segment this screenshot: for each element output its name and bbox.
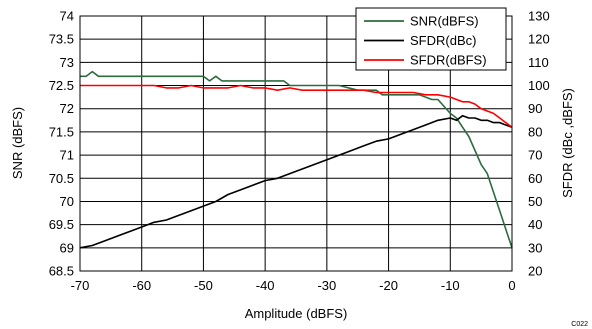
y-right-tick-label: 120 <box>528 32 550 47</box>
series-layer <box>79 70 513 249</box>
y-left-tick-label: 71.5 <box>49 124 74 139</box>
x-axis-label: Amplitude (dBFS) <box>245 306 348 321</box>
series-line-sfdr-dbc <box>79 114 513 249</box>
y-left-tick-label: 72 <box>60 101 74 116</box>
y-left-tick-label: 70 <box>60 194 74 209</box>
x-tick-label: -50 <box>194 278 213 293</box>
x-tick-label: -10 <box>441 278 460 293</box>
x-tick-label: -40 <box>256 278 275 293</box>
y-right-tick-label: 30 <box>528 240 542 255</box>
y-right-tick-label: 80 <box>528 124 542 139</box>
y-right-axis-label: SFDR (dBc ,dBFS) <box>560 88 575 198</box>
legend-label: SFDR(dBFS) <box>410 53 487 68</box>
y-right-tick-label: 50 <box>528 194 542 209</box>
y-right-tick-label: 110 <box>528 55 549 70</box>
x-tick-label: -70 <box>71 278 90 293</box>
y-right-tick-label: 70 <box>528 148 542 163</box>
figure-code: C022 <box>571 321 588 328</box>
y-right-tick-label: 130 <box>528 9 550 24</box>
x-tick-label: -20 <box>379 278 398 293</box>
x-tick-label: -30 <box>317 278 336 293</box>
series-line-sfdr-dbfs <box>80 84 513 128</box>
x-tick-label: -60 <box>132 278 151 293</box>
legend: SNR(dBFS) SFDR(dBc) SFDR(dBFS) <box>355 7 507 71</box>
y-left-tick-label: 69 <box>60 240 74 255</box>
y-left-tick-label: 73.5 <box>49 32 74 47</box>
y-left-tick-labels: 68.5 69 69.5 70 70.5 71 71.5 72 72.5 73 73.5 74 <box>49 9 74 279</box>
series-line-snr-dbfs <box>80 70 513 249</box>
y-right-tick-label: 100 <box>528 78 550 93</box>
x-tick-label: 0 <box>508 278 515 293</box>
y-left-tick-label: 71 <box>60 148 74 163</box>
y-left-tick-label: 68.5 <box>49 264 74 279</box>
x-tick-labels: -70 -60 -50 -40 -30 -20 -10 0 <box>71 278 516 293</box>
y-right-tick-label: 40 <box>528 217 542 232</box>
y-left-tick-label: 73 <box>60 55 74 70</box>
plot-frame <box>79 15 513 272</box>
y-right-tick-labels: 20 30 40 50 60 70 80 90 100 110 120 130 <box>528 9 550 279</box>
y-right-tick-label: 20 <box>528 264 542 279</box>
legend-label: SNR(dBFS) <box>410 14 479 29</box>
y-left-tick-label: 70.5 <box>49 171 74 186</box>
y-left-tick-label: 69.5 <box>49 217 74 232</box>
legend-box <box>355 7 507 71</box>
y-right-tick-label: 60 <box>528 171 542 186</box>
legend-label: SFDR(dBc) <box>410 33 476 48</box>
y-right-tick-label: 90 <box>528 101 542 116</box>
y-left-tick-label: 72.5 <box>49 78 74 93</box>
y-left-tick-label: 74 <box>60 9 74 24</box>
y-left-axis-label: SNR (dBFS) <box>10 107 25 179</box>
